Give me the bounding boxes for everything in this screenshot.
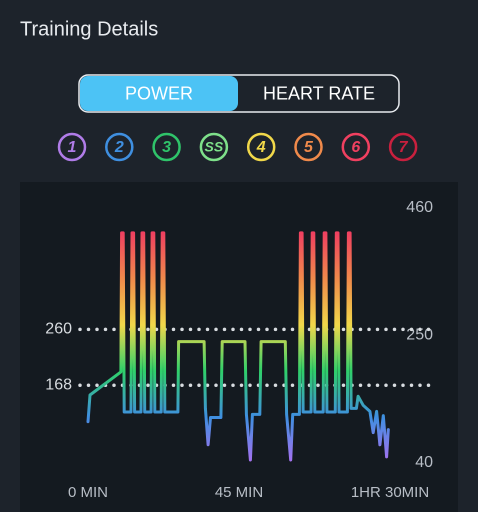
chart: 40 250 460 260 168 0 MIN 45 MIN 1HR 30MIN [45,199,434,501]
zone-label: 4 [256,139,266,156]
zone-badge [388,132,418,162]
zone-label: 5 [304,139,314,156]
zone-legend: 1 2 3 SS 4 5 6 7 [57,132,418,162]
zone-label: 6 [351,139,360,156]
power-line [86,231,390,462]
metric-toggle: POWER HEART RATE [78,74,400,113]
zone-label: 2 [114,139,124,156]
page-title: Training Details [20,18,158,40]
zone-badge [294,132,323,162]
y-tick-label: 40 [415,454,433,471]
x-tick-label: 45 MIN [215,484,263,501]
toggle-option[interactable]: POWER [125,83,193,103]
zone-badge [199,132,229,162]
zone-badge [57,132,87,162]
y-tick-label: 250 [406,327,433,344]
ref-line-label: 168 [45,377,72,394]
y-tick-label: 460 [406,199,433,216]
zone-label: 3 [162,139,171,156]
ref-line-label: 260 [45,321,72,338]
zone-badge [105,132,134,162]
toggle-active [80,76,238,111]
zone-badge [341,132,371,162]
x-tick-label: 1HR 30MIN [351,484,429,501]
zone-label: 1 [68,139,77,156]
zone-label: 7 [399,139,409,156]
zone-label: SS [205,139,224,155]
chart-panel [20,182,458,512]
toggle-option[interactable]: HEART RATE [263,83,375,103]
x-tick-label: 0 MIN [68,484,108,501]
zone-badge [246,132,276,162]
zone-badge [152,132,181,162]
